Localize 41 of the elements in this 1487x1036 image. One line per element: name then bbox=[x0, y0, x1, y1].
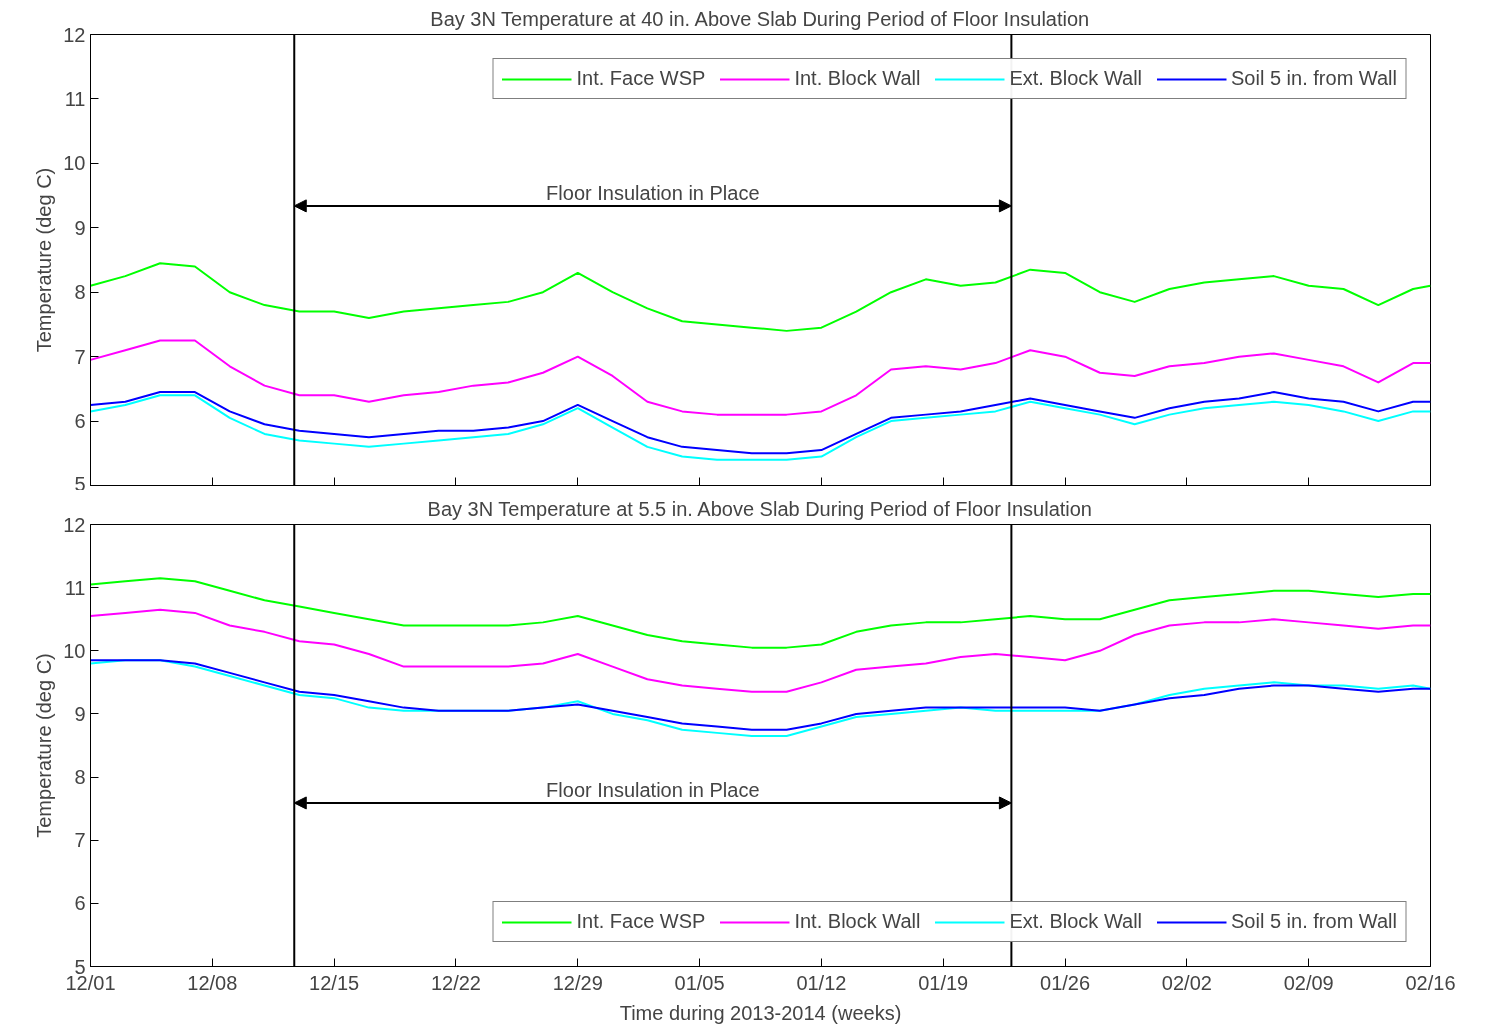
y-tick-label: 8 bbox=[74, 281, 86, 304]
y-axis-title: Temperature (deg C) bbox=[33, 167, 56, 353]
legend-label: Int. Block Wall bbox=[794, 910, 921, 933]
legend-label: Soil 5 in. from Wall bbox=[1231, 910, 1397, 933]
legend-label: Int. Face WSP bbox=[576, 67, 706, 90]
x-tick-label: 02/02 bbox=[1161, 971, 1212, 994]
x-tick-label: 12/15 bbox=[309, 971, 360, 994]
chart-title: Bay 3N Temperature at 40 in. Above Slab During Period of Floor Insulation bbox=[430, 7, 1090, 30]
x-tick-label: 12/22 bbox=[430, 971, 481, 994]
y-tick-label: 11 bbox=[64, 576, 86, 599]
y-tick-label: 10 bbox=[63, 639, 86, 662]
y-tick-label: 12 bbox=[63, 23, 86, 46]
legend-label: Int. Face WSP bbox=[576, 910, 706, 933]
y-tick-label: 12 bbox=[63, 513, 86, 536]
y-tick-label: 9 bbox=[74, 702, 86, 725]
y-tick-label: 10 bbox=[63, 152, 86, 175]
y-tick-label: 11 bbox=[64, 87, 86, 110]
x-tick-label: 01/12 bbox=[796, 971, 847, 994]
x-tick-label: 01/19 bbox=[918, 971, 969, 994]
y-tick-label: 6 bbox=[74, 410, 86, 433]
y-tick-label: 8 bbox=[74, 766, 86, 789]
legend-label: Ext. Block Wall bbox=[1009, 910, 1143, 933]
y-tick-label: 5 bbox=[74, 472, 86, 495]
x-tick-label: 12/29 bbox=[552, 971, 603, 994]
x-axis-title: Time during 2013-2014 (weeks) bbox=[619, 1001, 902, 1024]
legend-label: Ext. Block Wall bbox=[1009, 67, 1143, 90]
y-tick-label: 6 bbox=[74, 892, 86, 915]
legend-label: Int. Block Wall bbox=[794, 67, 921, 90]
chart-title: Bay 3N Temperature at 5.5 in. Above Slab During Period of Floor Insulation bbox=[427, 497, 1092, 520]
x-tick-label: 02/16 bbox=[1405, 971, 1456, 994]
x-tick-label: 01/26 bbox=[1040, 971, 1091, 994]
y-tick-label: 7 bbox=[74, 829, 86, 852]
y-tick-label: 9 bbox=[74, 216, 86, 239]
legend-label: Soil 5 in. from Wall bbox=[1231, 67, 1397, 90]
y-tick-label: 7 bbox=[74, 345, 86, 368]
x-tick-label: 01/05 bbox=[674, 971, 725, 994]
x-tick-label: 02/09 bbox=[1283, 971, 1334, 994]
x-tick-label: 12/08 bbox=[187, 971, 238, 994]
y-axis-title: Temperature (deg C) bbox=[33, 653, 56, 838]
annotation: Floor Insulation in Place bbox=[546, 181, 760, 204]
annotation: Floor Insulation in Place bbox=[546, 778, 760, 801]
